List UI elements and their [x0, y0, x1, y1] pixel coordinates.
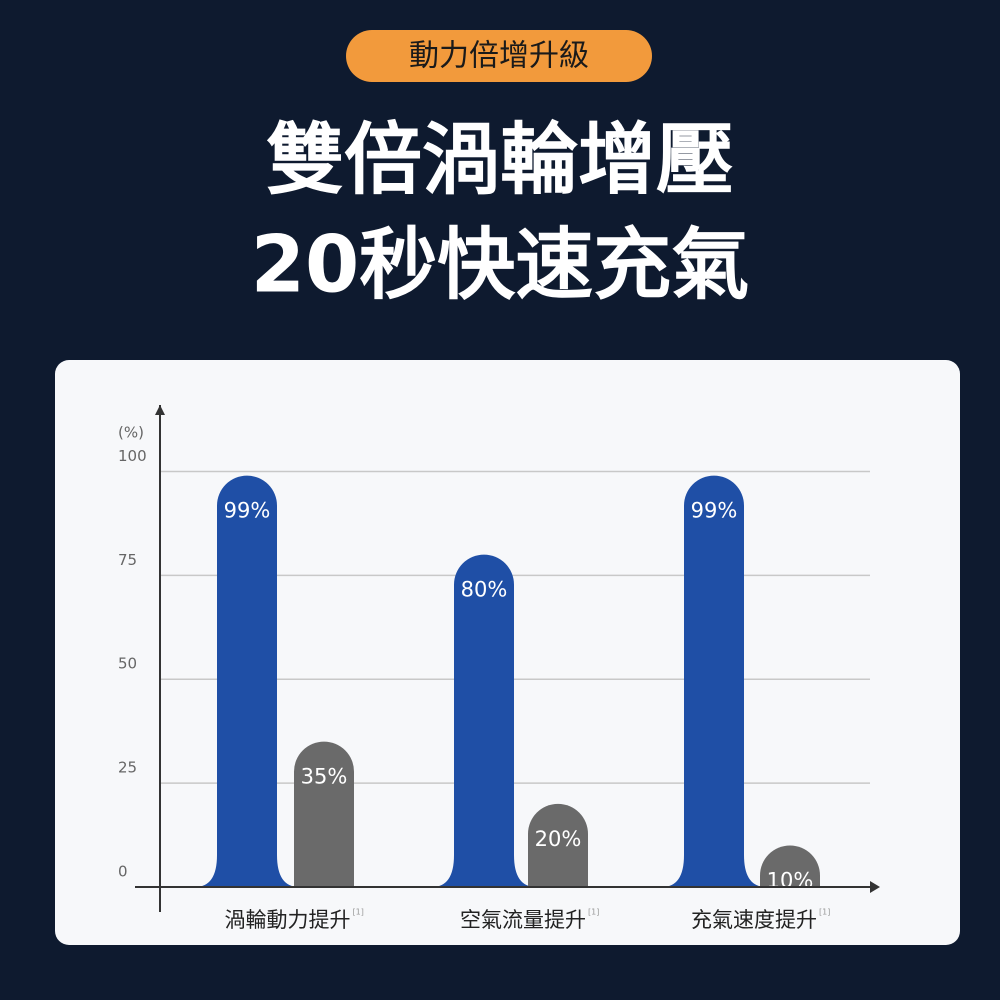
y-axis-label: (%): [118, 424, 144, 442]
x-tick-label: 空氣流量提升: [460, 908, 586, 932]
y-axis-arrow: [155, 405, 165, 415]
category-note: [1]: [819, 908, 830, 917]
value-label: 20%: [535, 827, 582, 851]
bar: [662, 475, 766, 887]
bar: [528, 803, 588, 887]
badge-bg: [346, 30, 652, 82]
y-tick-label: 0: [118, 863, 128, 881]
y-tick-label: 75: [118, 551, 137, 569]
x-axis-arrow: [870, 881, 880, 893]
bar: [760, 845, 820, 887]
bar: [432, 554, 536, 887]
y-tick-label: 100: [118, 447, 147, 465]
value-label: 99%: [691, 499, 738, 523]
value-label: 80%: [461, 578, 508, 602]
x-tick-label: 渦輪動力提升: [225, 908, 351, 932]
x-tick-label: 充氣速度提升: [691, 908, 817, 932]
title: 雙倍渦輪增壓: [266, 115, 734, 205]
y-tick-label: 50: [118, 655, 137, 673]
value-label: 99%: [224, 499, 271, 523]
subtitle: 20秒快速充氣: [251, 220, 750, 310]
y-tick-label: 25: [118, 759, 137, 777]
category-note: [1]: [353, 908, 364, 917]
value-label: 35%: [301, 765, 348, 789]
bar: [294, 741, 354, 887]
badge: 動力倍增升級: [409, 39, 589, 74]
category-note: [1]: [588, 908, 599, 917]
value-label: 10%: [767, 868, 814, 892]
bar: [195, 475, 299, 887]
